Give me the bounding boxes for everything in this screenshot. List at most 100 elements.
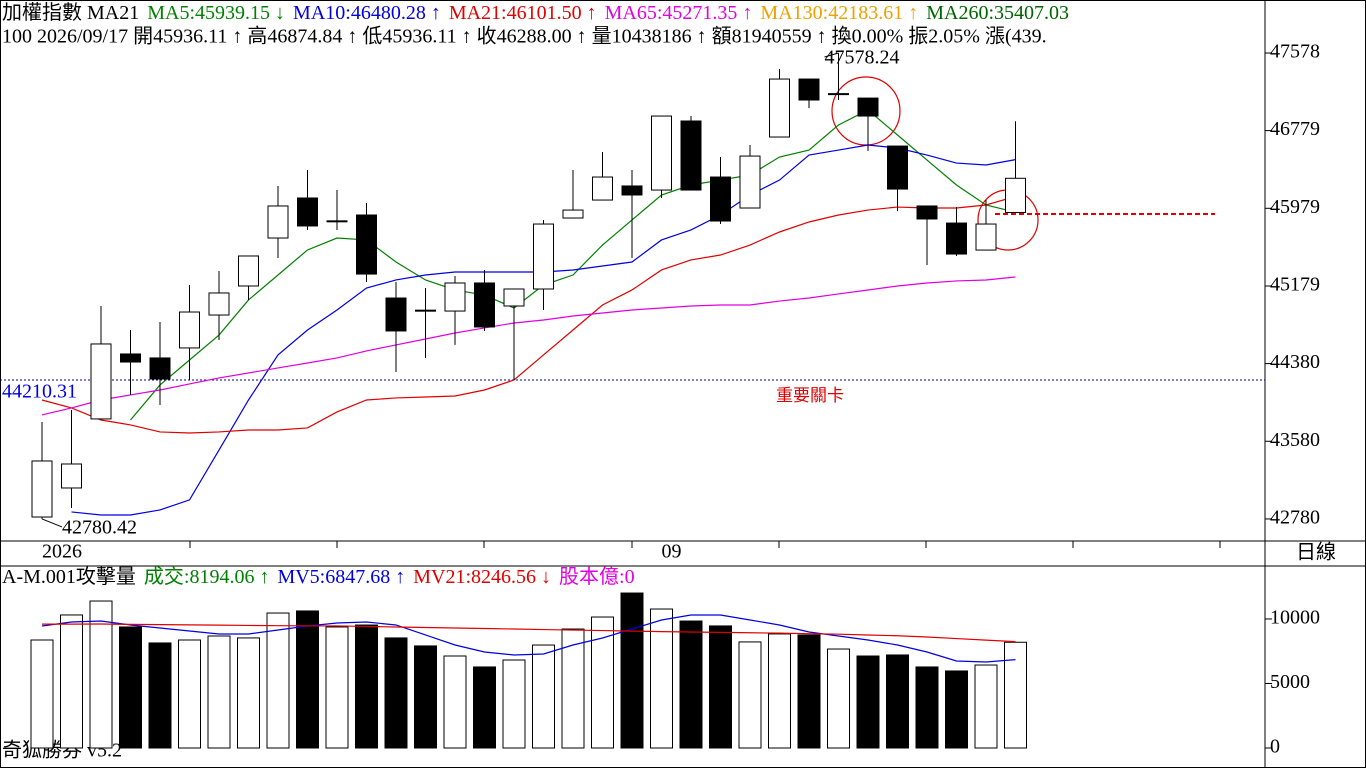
series-line [41,276,1016,416]
candle-body [31,460,53,518]
volume-bar [237,637,260,749]
volume-bar [325,626,349,749]
candle-body [975,223,997,251]
volume-bar [797,634,821,749]
high-label: 47578.24 [825,47,900,69]
legend-entry: MV21:8246.56 ↓ [413,566,551,588]
legend-entry: 股本億:0 [559,565,635,588]
volume-bar [119,626,142,749]
volume-bar [945,670,968,749]
volume-bar [768,633,791,749]
y-tick-label: 47578 [1270,41,1320,63]
period-label[interactable]: 日線 [1296,541,1336,564]
title: 加權指數 MA21 [2,1,139,24]
header-line1: 加權指數 MA21 MA5:45939.15 ↓ MA10:46480.28 ↑ MA… [2,1,1069,24]
candle-body [90,343,112,420]
volume-bar [473,666,496,749]
legend-entry: MA21:46101.50 ↑ [449,2,597,24]
volume-bar [502,659,526,749]
volume-bar [915,666,939,749]
volume-bar [679,620,703,749]
volume-bar [30,639,54,749]
candle-body [238,255,259,287]
volume-title: A-M.001攻擊量 [2,565,136,588]
volume-bar [738,641,762,749]
candle-body [208,292,230,316]
x-tick-label: 2026 [42,541,82,563]
candle-body [621,185,643,196]
legend-entry: MV5:6847.68 ↑ [277,566,405,588]
candle-body [651,115,672,191]
y-tick-label: 43580 [1270,429,1320,451]
volume-bar [266,612,290,749]
volume-bar [384,637,408,749]
annotation: 重要關卡 [776,386,844,406]
candle-body [739,155,761,209]
candle-body [946,222,967,255]
volume-bar [650,608,673,749]
candle-body [179,311,200,349]
volume-bar [974,664,998,749]
candle-body [297,197,318,227]
y-tick-label: 0 [1270,736,1280,758]
candle-body [415,309,436,312]
candle-body [857,97,879,117]
volume-bar [89,600,113,749]
volume-bar [296,610,319,749]
volume-bar [178,639,201,749]
series-line [42,623,1016,643]
header: 加權指數 MA21 MA5:45939.15 ↓ MA10:46480.28 ↑ MA… [2,1,1069,588]
y-tick-label: 46779 [1270,118,1320,140]
volume-bar [443,655,467,749]
candle-body [1005,177,1026,213]
candle-body [444,282,466,312]
candle-body [680,120,702,191]
candle-body [798,78,820,101]
legend-entry: MA5:45939.15 ↓ [147,2,285,24]
volume-bar [591,616,614,749]
candle-body [769,78,790,138]
candle-body [592,176,613,201]
candle-body [828,93,849,96]
y-tick-label: 45979 [1270,196,1320,218]
candle-body [356,214,377,275]
candle-body [562,209,584,219]
volume-bar [355,624,378,749]
volume-bar [1004,641,1027,749]
volume-bar [414,645,437,749]
candle-body [533,223,554,290]
y-tick-label: 5000 [1270,671,1310,693]
y-tick-label: 44380 [1270,351,1320,373]
y-tick-label: 42780 [1270,507,1320,529]
legend-entry: MA260:35407.03 [926,2,1069,24]
volume-bar [532,644,555,749]
candle-body [503,288,525,307]
x-tick-label: 09 [662,541,682,563]
volume-bar [561,628,585,749]
candle-body [61,463,82,489]
volume-bar [60,614,83,749]
candle-body [385,297,407,332]
y-tick-label: 10000 [1270,607,1320,629]
volume-bar [827,648,850,749]
candle-body [710,176,731,222]
volume-bar [148,642,172,749]
legend-entry: 成交:8194.06 ↑ [144,565,270,588]
volume-bar [856,655,880,749]
volume-header: A-M.001攻擊量 成交:8194.06 ↑ MV5:6847.68 ↑ MV21:… [2,565,635,588]
candle-body [474,282,495,328]
y-tick-label: 45179 [1270,274,1320,296]
low-pointer [41,518,63,528]
candle-body [916,205,938,220]
series-line [41,195,1016,434]
high-pointer [824,52,839,58]
series-line [41,614,1016,663]
candle-body [149,357,171,380]
date-ticks [189,541,1221,548]
volume-bar [620,592,644,749]
candle-body [887,145,908,190]
volume-bar [886,654,909,749]
candle-body [326,220,348,223]
legend-entry: MA10:46480.28 ↑ [293,2,441,24]
